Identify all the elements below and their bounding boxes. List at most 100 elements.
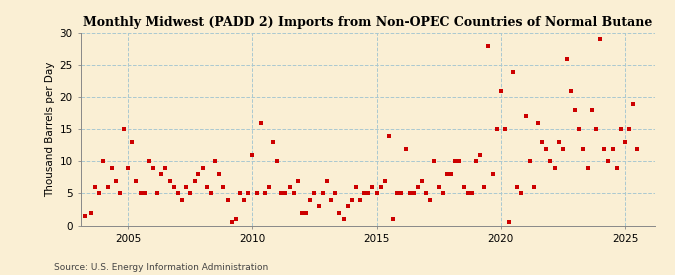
Point <box>205 191 216 196</box>
Point <box>400 146 411 151</box>
Point <box>193 172 204 176</box>
Point <box>127 140 138 144</box>
Point <box>111 178 122 183</box>
Point <box>276 191 287 196</box>
Point <box>516 191 526 196</box>
Point <box>177 198 188 202</box>
Point <box>450 159 461 164</box>
Point <box>222 198 233 202</box>
Point <box>98 159 109 164</box>
Point <box>462 191 473 196</box>
Point <box>603 159 614 164</box>
Point <box>80 214 90 218</box>
Point <box>181 185 192 189</box>
Point <box>284 185 295 189</box>
Point <box>197 166 208 170</box>
Point <box>288 191 299 196</box>
Point <box>326 198 337 202</box>
Point <box>214 172 225 176</box>
Point <box>458 185 469 189</box>
Point <box>350 185 361 189</box>
Point <box>218 185 229 189</box>
Point <box>425 198 436 202</box>
Point <box>313 204 324 208</box>
Point <box>396 191 407 196</box>
Point <box>152 191 163 196</box>
Point <box>632 146 643 151</box>
Point <box>292 178 303 183</box>
Point <box>309 191 320 196</box>
Point <box>388 217 399 221</box>
Point <box>317 191 328 196</box>
Point <box>524 159 535 164</box>
Point <box>168 185 179 189</box>
Point <box>554 140 564 144</box>
Point <box>140 191 151 196</box>
Point <box>358 191 369 196</box>
Point <box>131 178 142 183</box>
Point <box>624 127 634 131</box>
Point <box>607 146 618 151</box>
Point <box>106 166 117 170</box>
Point <box>416 178 427 183</box>
Point <box>491 127 502 131</box>
Point <box>441 172 452 176</box>
Point <box>94 191 105 196</box>
Point <box>363 191 374 196</box>
Point <box>429 159 440 164</box>
Point <box>367 185 378 189</box>
Point <box>616 127 626 131</box>
Point <box>346 198 357 202</box>
Point <box>495 89 506 93</box>
Point <box>537 140 547 144</box>
Point <box>383 133 394 138</box>
Title: Monthly Midwest (PADD 2) Imports from Non-OPEC Countries of Normal Butane: Monthly Midwest (PADD 2) Imports from No… <box>83 16 653 29</box>
Point <box>264 185 275 189</box>
Point <box>508 69 518 74</box>
Point <box>123 166 134 170</box>
Point <box>185 191 196 196</box>
Point <box>321 178 332 183</box>
Point <box>558 146 568 151</box>
Point <box>102 185 113 189</box>
Point <box>533 121 543 125</box>
Point <box>437 191 448 196</box>
Point <box>272 159 283 164</box>
Text: Source: U.S. Energy Information Administration: Source: U.S. Energy Information Administ… <box>54 263 268 272</box>
Point <box>578 146 589 151</box>
Point <box>583 166 593 170</box>
Point <box>570 108 580 112</box>
Point <box>135 191 146 196</box>
Point <box>529 185 539 189</box>
Point <box>239 198 250 202</box>
Point <box>512 185 523 189</box>
Point <box>392 191 402 196</box>
Point <box>479 185 489 189</box>
Point <box>160 166 171 170</box>
Point <box>375 185 386 189</box>
Point <box>628 101 639 106</box>
Point <box>334 210 345 215</box>
Point <box>156 172 167 176</box>
Point <box>354 198 365 202</box>
Point <box>562 56 572 61</box>
Point <box>338 217 349 221</box>
Point <box>574 127 585 131</box>
Point <box>329 191 340 196</box>
Point <box>243 191 254 196</box>
Point <box>305 198 316 202</box>
Point <box>404 191 415 196</box>
Point <box>545 159 556 164</box>
Point <box>296 210 307 215</box>
Point <box>115 191 126 196</box>
Point <box>119 127 130 131</box>
Point <box>90 185 101 189</box>
Point <box>342 204 353 208</box>
Point <box>164 178 175 183</box>
Point <box>247 153 258 157</box>
Point <box>259 191 270 196</box>
Point <box>230 217 241 221</box>
Point <box>301 210 312 215</box>
Point <box>500 127 510 131</box>
Point <box>591 127 601 131</box>
